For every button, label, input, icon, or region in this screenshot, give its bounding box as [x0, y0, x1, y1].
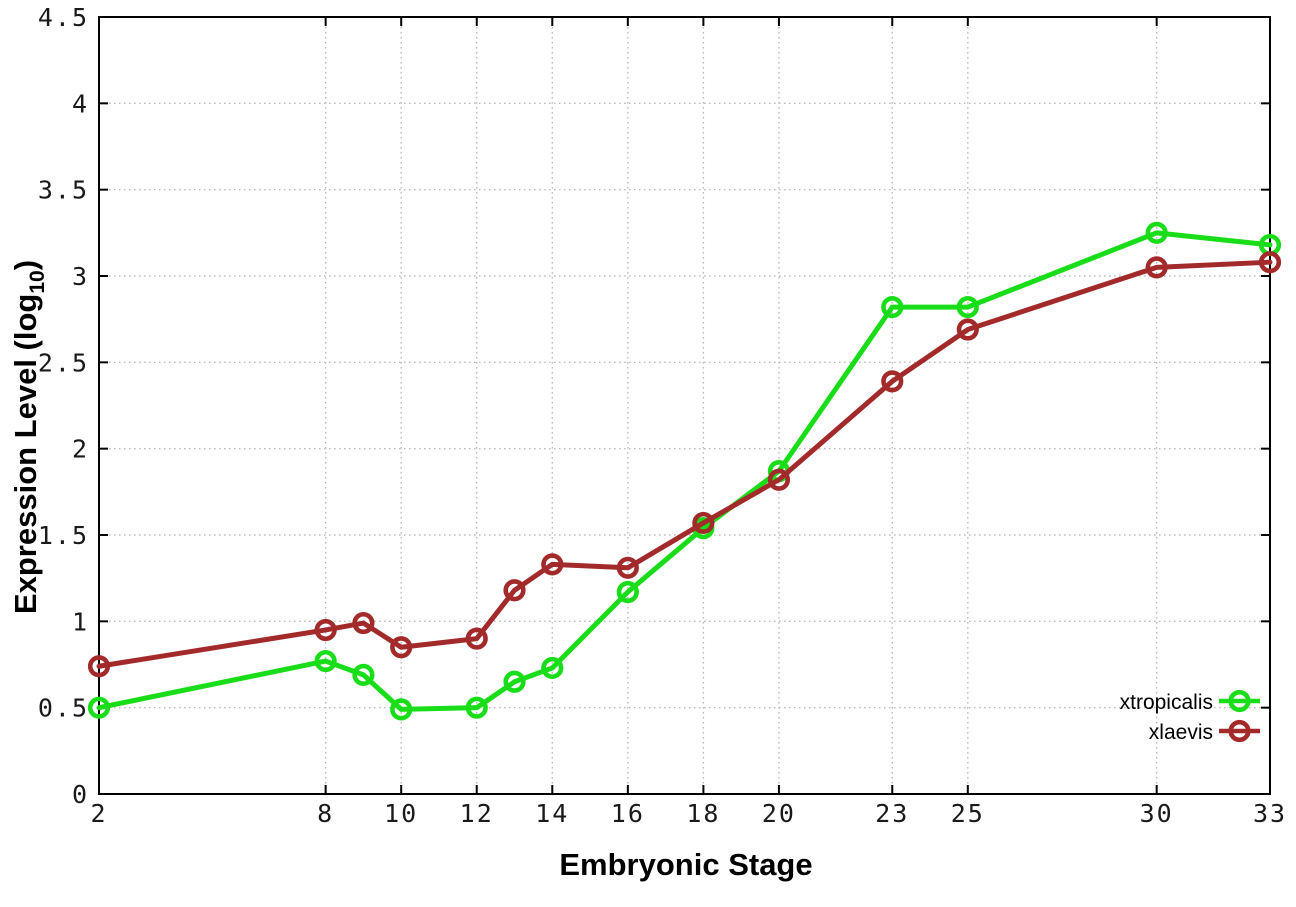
- data-point-xlaevis: [1258, 251, 1282, 274]
- data-point-xtropicalis: [541, 656, 564, 680]
- legend-markers: [1219, 689, 1260, 743]
- data-point-xlaevis: [87, 655, 111, 678]
- data-point-xlaevis: [465, 627, 488, 650]
- legend-label-xtropicalis: xtropicalis: [1120, 691, 1213, 714]
- y-tick-label: 1: [72, 607, 89, 636]
- legend-label-xlaevis: xlaevis: [1149, 721, 1213, 744]
- data-point-xtropicalis: [314, 649, 337, 673]
- y-tick-label: 0.5: [38, 694, 89, 723]
- data-point-xlaevis: [692, 511, 715, 535]
- x-axis-title: Embryonic Stage: [559, 847, 812, 882]
- data-series: [87, 221, 1282, 721]
- y-axis-title: Expression Level (log10): [8, 260, 49, 614]
- x-tick-label: 25: [951, 799, 985, 828]
- data-point-xtropicalis: [881, 295, 904, 319]
- x-tick-label: 20: [762, 799, 796, 828]
- data-point-xlaevis: [616, 556, 639, 579]
- x-tick-label: 30: [1140, 799, 1174, 828]
- data-point-xtropicalis: [352, 663, 375, 686]
- data-point-xtropicalis: [503, 670, 526, 693]
- y-tick-label: 1.5: [38, 521, 89, 550]
- y-tick-label: 2: [72, 435, 89, 464]
- data-point-xlaevis: [390, 636, 413, 659]
- data-point-xlaevis: [541, 553, 564, 576]
- y-tick-label: 4: [72, 89, 89, 118]
- x-tick-label: 12: [460, 799, 494, 828]
- axis-ticks: [98, 16, 1271, 795]
- legend: xtropicalis xlaevis: [1120, 689, 1260, 744]
- gridlines: [99, 17, 1270, 794]
- data-point-xlaevis: [767, 468, 791, 491]
- x-tick-label: 14: [535, 799, 569, 828]
- series-line-xlaevis: [96, 259, 1273, 669]
- data-point-xlaevis: [1145, 256, 1168, 279]
- y-axis-title-main: Expression Level (log: [8, 294, 43, 614]
- data-point-xtropicalis: [956, 295, 979, 319]
- plot-border-rect: [98, 16, 1271, 795]
- data-point-xlaevis: [352, 611, 375, 635]
- x-tick-label: 33: [1253, 799, 1287, 828]
- data-point-xlaevis: [503, 579, 526, 602]
- data-point-xtropicalis: [465, 696, 488, 719]
- y-tick-label: 2.5: [38, 348, 89, 377]
- x-tick-label: 18: [686, 799, 720, 828]
- x-tick-label: 2: [90, 799, 107, 828]
- y-tick-label: 0: [72, 780, 89, 809]
- y-axis-title-subscript: 10: [26, 270, 49, 293]
- legend-marker-xtropicalis: [1228, 689, 1251, 713]
- x-tick-label: 23: [875, 799, 909, 828]
- tick-labels: 2 8 10 12 14 16 18 20 23 25 30 33 0 0.5 1 1.5 2 2.5 3 3.5 4 4…: [38, 3, 1287, 828]
- data-point-xtropicalis: [87, 696, 111, 719]
- plot-border: [98, 16, 1271, 795]
- x-tick-label: 10: [384, 799, 418, 828]
- y-tick-label: 4.5: [38, 3, 89, 32]
- data-point-xtropicalis: [390, 698, 413, 721]
- y-tick-label: 3: [72, 262, 89, 291]
- x-tick-label: 8: [317, 799, 334, 828]
- data-point-xlaevis: [956, 318, 979, 341]
- data-point-xtropicalis: [616, 580, 639, 604]
- x-tick-label: 16: [611, 799, 645, 828]
- data-point-xlaevis: [881, 370, 904, 393]
- data-point-xlaevis: [314, 618, 337, 642]
- y-axis-title-close: ): [8, 260, 43, 270]
- legend-marker-xlaevis: [1228, 719, 1251, 743]
- data-point-xtropicalis: [1145, 221, 1168, 244]
- y-tick-label: 3.5: [38, 176, 89, 205]
